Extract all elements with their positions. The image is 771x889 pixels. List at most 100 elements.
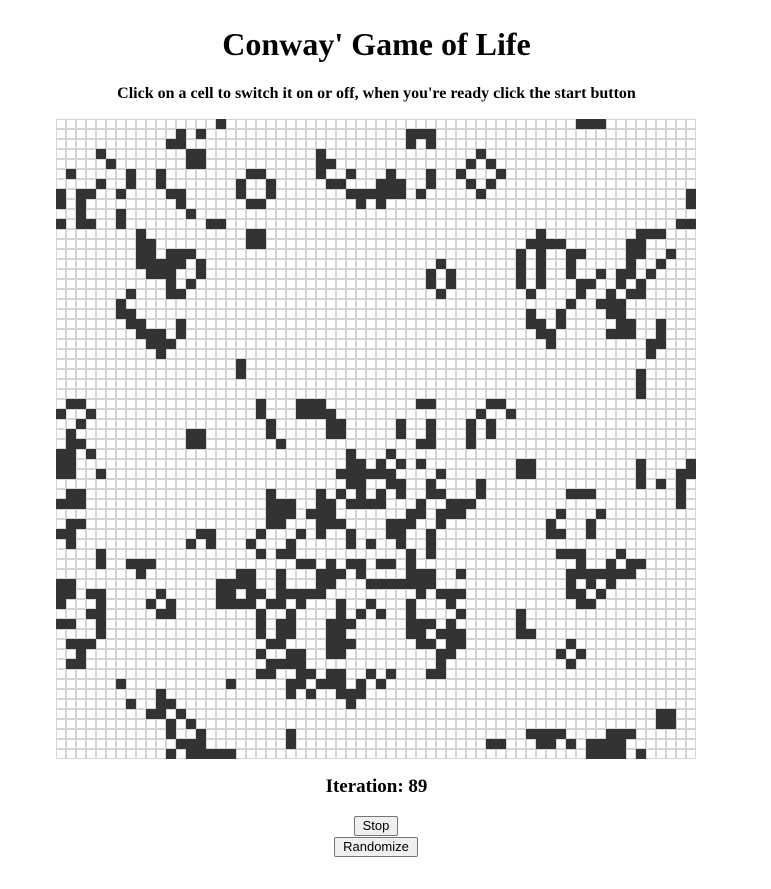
cell-dead[interactable] — [126, 419, 136, 429]
cell-dead[interactable] — [106, 179, 116, 189]
cell-dead[interactable] — [56, 209, 66, 219]
cell-dead[interactable] — [346, 519, 356, 529]
cell-dead[interactable] — [496, 279, 506, 289]
cell-dead[interactable] — [256, 299, 266, 309]
cell-dead[interactable] — [596, 289, 606, 299]
cell-alive[interactable] — [586, 529, 596, 539]
cell-dead[interactable] — [476, 139, 486, 149]
cell-dead[interactable] — [496, 599, 506, 609]
cell-dead[interactable] — [626, 129, 636, 139]
cell-dead[interactable] — [606, 709, 616, 719]
cell-dead[interactable] — [596, 209, 606, 219]
cell-dead[interactable] — [676, 619, 686, 629]
cell-dead[interactable] — [346, 549, 356, 559]
cell-dead[interactable] — [126, 189, 136, 199]
cell-dead[interactable] — [306, 209, 316, 219]
cell-dead[interactable] — [326, 329, 336, 339]
cell-alive[interactable] — [326, 679, 336, 689]
cell-dead[interactable] — [186, 509, 196, 519]
cell-dead[interactable] — [106, 659, 116, 669]
cell-dead[interactable] — [516, 739, 526, 749]
cell-alive[interactable] — [186, 719, 196, 729]
cell-alive[interactable] — [146, 239, 156, 249]
cell-dead[interactable] — [566, 469, 576, 479]
cell-dead[interactable] — [186, 359, 196, 369]
cell-dead[interactable] — [376, 389, 386, 399]
cell-dead[interactable] — [626, 209, 636, 219]
cell-alive[interactable] — [336, 519, 346, 529]
cell-dead[interactable] — [366, 589, 376, 599]
cell-dead[interactable] — [246, 209, 256, 219]
cell-dead[interactable] — [56, 129, 66, 139]
cell-dead[interactable] — [166, 149, 176, 159]
cell-alive[interactable] — [576, 549, 586, 559]
cell-dead[interactable] — [196, 539, 206, 549]
cell-dead[interactable] — [306, 679, 316, 689]
cell-dead[interactable] — [306, 369, 316, 379]
cell-alive[interactable] — [416, 589, 426, 599]
cell-dead[interactable] — [136, 659, 146, 669]
cell-alive[interactable] — [326, 499, 336, 509]
cell-alive[interactable] — [576, 489, 586, 499]
cell-dead[interactable] — [306, 339, 316, 349]
cell-dead[interactable] — [346, 359, 356, 369]
cell-alive[interactable] — [416, 189, 426, 199]
cell-dead[interactable] — [266, 389, 276, 399]
cell-dead[interactable] — [306, 459, 316, 469]
cell-dead[interactable] — [316, 459, 326, 469]
cell-dead[interactable] — [116, 399, 126, 409]
cell-dead[interactable] — [296, 729, 306, 739]
cell-dead[interactable] — [66, 119, 76, 129]
cell-dead[interactable] — [136, 599, 146, 609]
cell-dead[interactable] — [536, 609, 546, 619]
cell-dead[interactable] — [256, 249, 266, 259]
cell-dead[interactable] — [676, 609, 686, 619]
cell-dead[interactable] — [176, 499, 186, 509]
cell-dead[interactable] — [166, 739, 176, 749]
cell-dead[interactable] — [226, 379, 236, 389]
cell-alive[interactable] — [276, 589, 286, 599]
cell-dead[interactable] — [276, 319, 286, 329]
cell-dead[interactable] — [416, 719, 426, 729]
cell-dead[interactable] — [446, 749, 456, 759]
cell-dead[interactable] — [186, 229, 196, 239]
cell-dead[interactable] — [566, 379, 576, 389]
cell-dead[interactable] — [226, 289, 236, 299]
cell-dead[interactable] — [546, 559, 556, 569]
cell-dead[interactable] — [136, 409, 146, 419]
cell-dead[interactable] — [306, 129, 316, 139]
cell-alive[interactable] — [266, 189, 276, 199]
cell-alive[interactable] — [286, 609, 296, 619]
cell-dead[interactable] — [416, 199, 426, 209]
cell-alive[interactable] — [186, 149, 196, 159]
cell-dead[interactable] — [256, 379, 266, 389]
cell-dead[interactable] — [266, 649, 276, 659]
cell-alive[interactable] — [296, 529, 306, 539]
cell-alive[interactable] — [126, 699, 136, 709]
cell-dead[interactable] — [476, 369, 486, 379]
cell-dead[interactable] — [376, 699, 386, 709]
cell-dead[interactable] — [466, 559, 476, 569]
cell-dead[interactable] — [486, 559, 496, 569]
cell-dead[interactable] — [676, 429, 686, 439]
cell-dead[interactable] — [566, 709, 576, 719]
cell-dead[interactable] — [466, 619, 476, 629]
cell-dead[interactable] — [256, 179, 266, 189]
cell-dead[interactable] — [376, 399, 386, 409]
cell-alive[interactable] — [526, 469, 536, 479]
cell-dead[interactable] — [396, 449, 406, 459]
cell-dead[interactable] — [206, 159, 216, 169]
cell-alive[interactable] — [406, 139, 416, 149]
cell-dead[interactable] — [296, 159, 306, 169]
cell-dead[interactable] — [656, 389, 666, 399]
cell-dead[interactable] — [186, 129, 196, 139]
cell-dead[interactable] — [236, 539, 246, 549]
cell-alive[interactable] — [386, 189, 396, 199]
cell-dead[interactable] — [616, 389, 626, 399]
cell-alive[interactable] — [316, 399, 326, 409]
cell-dead[interactable] — [336, 409, 346, 419]
cell-dead[interactable] — [186, 269, 196, 279]
cell-dead[interactable] — [266, 169, 276, 179]
cell-dead[interactable] — [136, 459, 146, 469]
cell-dead[interactable] — [596, 649, 606, 659]
